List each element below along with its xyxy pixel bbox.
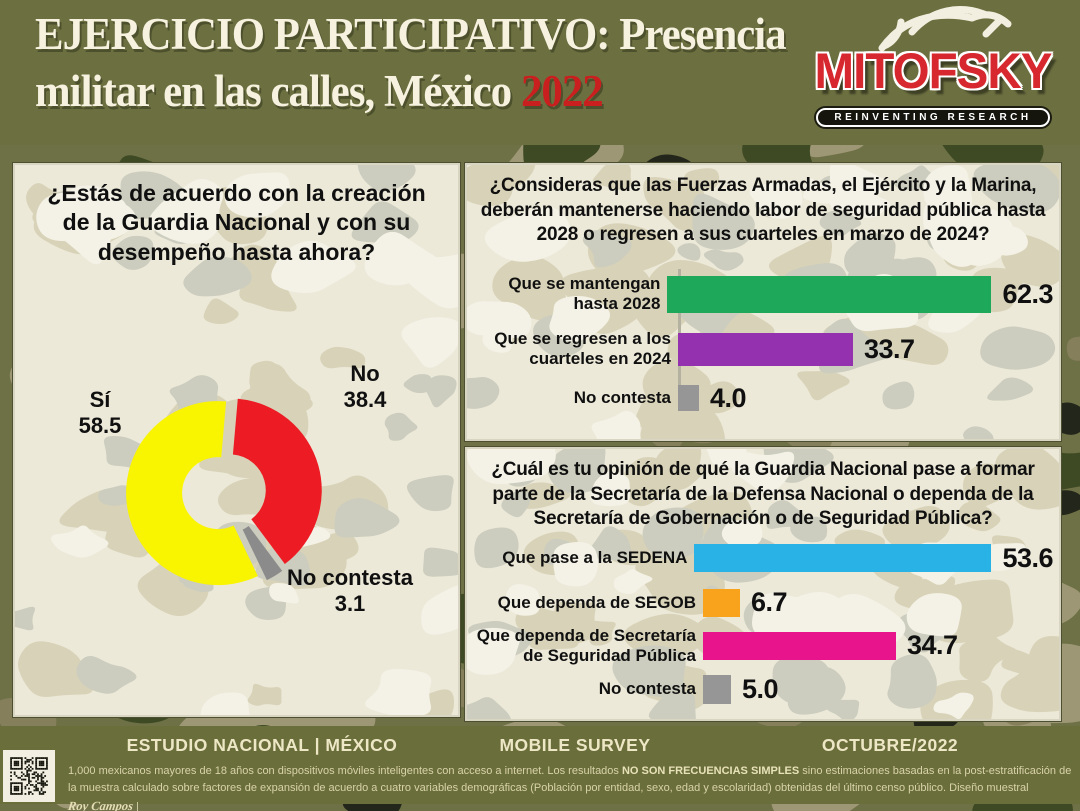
header: EJERCICIO PARTICIPATIVO: Presencia milit…: [0, 0, 1080, 145]
title-line-2-text: militar en las calles, México: [35, 66, 521, 116]
barchart-2028-panel: ¿Consideras que las Fuerzas Armadas, el …: [465, 163, 1061, 441]
bar-value: 5.0: [742, 673, 779, 704]
donut-label: No 38.4: [343, 361, 387, 412]
bar-track: 53.6: [694, 543, 1053, 574]
donut-slice-no-contesta: [242, 525, 283, 581]
footer-survey-label: MOBILE SURVEY: [499, 735, 651, 755]
donut-slice-no: [232, 398, 322, 565]
bar: [703, 588, 740, 617]
footer-study-label: ESTUDIO NACIONAL | MÉXICO: [126, 735, 398, 755]
fineprint-text: |: [132, 801, 139, 811]
bar-row: No contesta 4.0: [473, 375, 1053, 421]
fineprint-text: 1,000 mexicanos mayores de 18 años con d…: [68, 765, 622, 777]
title-line-2: militar en las calles, México 2022: [35, 63, 757, 120]
barchart-sedena: Que pase a la SEDENA 53.6 Que dependa de S…: [473, 535, 1053, 711]
barchart-sedena-question: ¿Cuál es tu opinión de qué la Guardia Na…: [491, 459, 1035, 530]
bar-row: Que dependa de SEGOB 6.7: [473, 581, 1053, 624]
logo-wordmark: MITOFSKY: [814, 43, 1053, 99]
footer: ESTUDIO NACIONAL | MÉXICO MOBILE SURVEY …: [0, 726, 1080, 811]
bar: [703, 674, 731, 704]
bar-value: 34.7: [907, 630, 958, 660]
bar-track: 34.7: [703, 630, 1053, 661]
bar-row: Que se regresen a los cuarteles en 2024 3…: [473, 323, 1053, 375]
donut-panel: ¿Estás de acuerdo con la creación de la …: [13, 163, 460, 717]
bar-row: Que dependa de Secretaría de Seguridad P…: [473, 624, 1053, 667]
bird-sketch-icon: [878, 6, 1012, 52]
signature: Roy Campos: [67, 799, 135, 811]
panel-camouflage: [467, 449, 1059, 719]
qr-code-icon: [3, 750, 55, 802]
bar-label: Que pase a la SEDENA: [502, 548, 688, 568]
logo-tagline: REINVENTING RESEARCH: [816, 108, 1050, 127]
bar-label: Que se mantengan hasta 2028: [508, 274, 661, 313]
bar-track: 4.0: [678, 383, 1053, 414]
fineprint-text: sino estimaciones basadas en la post-est…: [68, 765, 1072, 795]
donut-chart: [126, 398, 322, 586]
bar: [667, 275, 992, 313]
bar: [678, 385, 699, 411]
title-line-1: EJERCICIO PARTICIPATIVO: Presencia: [35, 9, 787, 59]
bar-track: 62.3: [667, 275, 1053, 313]
bar-row: Que pase a la SEDENA 53.6: [473, 535, 1053, 581]
donut-label: No contesta 3.1: [287, 565, 413, 616]
panel-camouflage: [15, 165, 458, 715]
fineprint-bold-text: NO SON FRECUENCIAS SIMPLES: [621, 765, 800, 777]
bar-value: 62.3: [1002, 278, 1053, 309]
bar-value: 33.7: [864, 333, 915, 364]
bar-row: No contesta 5.0: [473, 667, 1053, 711]
methodology-fineprint: 1,000 mexicanos mayores de 18 años con d…: [67, 763, 1072, 811]
page-title: EJERCICIO PARTICIPATIVO: Presencia milit…: [35, 6, 795, 120]
bar-label: Que se regresen a los cuarteles en 2024: [494, 329, 671, 368]
bar-track: 6.7: [703, 587, 1053, 618]
bar-track: 33.7: [678, 332, 1053, 366]
bar-label: No contesta: [573, 388, 671, 408]
bar-label: Que dependa de Secretaría de Seguridad P…: [476, 625, 696, 665]
bar: [678, 332, 853, 366]
bar-row: Que se mantengan hasta 2028 62.3: [473, 265, 1053, 323]
barchart-2028-question: ¿Consideras que las Fuerzas Armadas, el …: [480, 175, 1046, 246]
footer-date-label: OCTUBRE/2022: [821, 735, 959, 755]
bar-track: 5.0: [703, 674, 1053, 705]
bar-value: 4.0: [710, 382, 747, 413]
bar-label: Que dependa de SEGOB: [497, 592, 696, 612]
donut-question: ¿Estás de acuerdo con la creación de la …: [47, 180, 426, 265]
donut-slice-sí: [126, 401, 258, 586]
bar-label: No contesta: [598, 679, 696, 699]
bar: [703, 631, 896, 660]
mitofsky-logo: MITOFSKY REINVENTING RESEARCH: [798, 2, 1068, 142]
bar-value: 6.7: [751, 587, 788, 617]
barchart-2028: Que se mantengan hasta 2028 62.3 Que se re…: [473, 265, 1053, 421]
donut-label: Sí 58.5: [78, 387, 122, 438]
barchart-sedena-panel: ¿Cuál es tu opinión de qué la Guardia Na…: [465, 447, 1061, 721]
bar-value: 53.6: [1002, 542, 1053, 573]
bar: [694, 544, 992, 572]
title-year: 2022: [520, 66, 604, 116]
